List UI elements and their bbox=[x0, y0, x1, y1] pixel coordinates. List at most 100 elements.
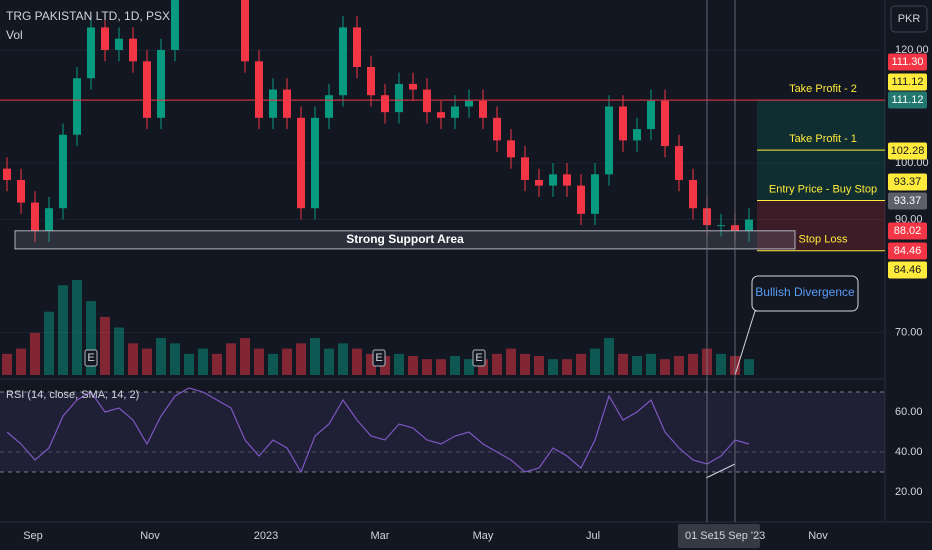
level-label: Take Profit - 1 bbox=[789, 133, 857, 145]
earnings-label: E bbox=[375, 352, 382, 364]
volume-bar bbox=[184, 353, 194, 375]
volume-bar bbox=[240, 338, 250, 375]
candle-body bbox=[325, 95, 333, 118]
candle-body bbox=[423, 89, 431, 113]
rsi-title: RSI (14, close, SMA, 14, 2) bbox=[6, 389, 139, 401]
candle-body bbox=[255, 61, 263, 118]
volume-bar bbox=[534, 356, 544, 375]
volume-bar bbox=[436, 359, 446, 375]
annotation: Bullish Divergence bbox=[755, 285, 855, 299]
candle-body bbox=[479, 100, 487, 118]
x-tick-label: Jul bbox=[586, 530, 600, 542]
candle-body bbox=[395, 83, 403, 113]
price-tag bbox=[888, 242, 927, 260]
support-zone bbox=[14, 230, 796, 250]
price-tag-label: 93.37 bbox=[894, 176, 922, 188]
rsi-tick-label: 40.00 bbox=[895, 446, 923, 458]
candle-body bbox=[101, 27, 109, 51]
volume-bar bbox=[282, 348, 292, 375]
price-tag bbox=[888, 91, 927, 109]
volume-bar bbox=[646, 353, 656, 375]
earnings-marker bbox=[84, 349, 98, 367]
volume-bar bbox=[478, 359, 488, 375]
volume-bar bbox=[72, 280, 82, 375]
candle-body bbox=[297, 117, 305, 209]
volume-bar bbox=[716, 353, 726, 375]
price-tag bbox=[888, 192, 927, 210]
volume-bar bbox=[268, 353, 278, 375]
candle-body bbox=[619, 106, 627, 141]
price-tag bbox=[888, 222, 927, 240]
volume-bar bbox=[408, 356, 418, 375]
plot: 120.00 100.00 90.00 70.00 Strong Support Are… bbox=[0, 0, 929, 522]
volume-bar bbox=[576, 353, 586, 375]
volume-bar bbox=[520, 353, 530, 375]
price-tag-label: 93.37 bbox=[894, 195, 922, 207]
candle-body bbox=[507, 140, 515, 158]
y-tick-label: 70.00 bbox=[895, 326, 923, 338]
volume-bar bbox=[590, 348, 600, 375]
volume-bar bbox=[548, 359, 558, 375]
price-tag bbox=[888, 261, 927, 279]
volume-bar bbox=[30, 332, 40, 375]
candle-body bbox=[521, 157, 529, 180]
price-tag-label: 84.46 bbox=[894, 264, 922, 276]
candle-body bbox=[59, 134, 67, 209]
volume-bar bbox=[170, 343, 180, 375]
symbol-title: TRG PAKISTAN LTD, 1D, PSX bbox=[6, 9, 170, 23]
candle-body bbox=[437, 112, 445, 118]
volume-bar bbox=[86, 301, 96, 375]
candle-body bbox=[549, 174, 557, 186]
price-tag-label: 88.02 bbox=[894, 225, 922, 237]
candle-body bbox=[3, 168, 11, 180]
price-tag bbox=[888, 73, 927, 91]
y-tick-label: 90.00 bbox=[895, 213, 923, 225]
volume-bar bbox=[142, 348, 152, 375]
volume-bar bbox=[296, 343, 306, 375]
candle-body bbox=[577, 185, 585, 214]
price-tag bbox=[888, 173, 927, 191]
x-tick-label: Nov bbox=[808, 530, 828, 542]
crosshair-time: 01 Se bbox=[685, 530, 714, 542]
earnings-label: E bbox=[87, 352, 94, 364]
volume-bar bbox=[2, 353, 12, 375]
candle-body bbox=[367, 66, 375, 96]
callout-box bbox=[751, 275, 859, 312]
candle-body bbox=[157, 50, 165, 118]
candle-body bbox=[745, 219, 753, 231]
volume-bar bbox=[506, 348, 516, 375]
volume-bar bbox=[674, 356, 684, 375]
rsi-tick-label: 60.00 bbox=[895, 406, 923, 418]
candle-body bbox=[493, 117, 501, 141]
x-tick-label: May bbox=[473, 530, 494, 542]
volume-bar bbox=[604, 338, 614, 375]
price-tag-label: 102.28 bbox=[891, 145, 925, 157]
volume-bar bbox=[618, 353, 628, 375]
volume-bar bbox=[632, 356, 642, 375]
level-label: Stop Loss bbox=[799, 234, 848, 246]
volume-bar bbox=[156, 338, 166, 375]
earnings-label: E bbox=[475, 352, 482, 364]
candle-body bbox=[675, 146, 683, 180]
currency-label[interactable]: PKR bbox=[898, 13, 921, 25]
rsi-tick-label: 20.00 bbox=[895, 486, 923, 498]
volume-bar bbox=[324, 348, 334, 375]
candle-body bbox=[465, 100, 473, 107]
volume-bar bbox=[492, 353, 502, 375]
volume-bar bbox=[16, 348, 26, 375]
candle-body bbox=[269, 89, 277, 118]
volume-bar bbox=[212, 353, 222, 375]
level-label: Entry Price - Buy Stop bbox=[769, 183, 877, 195]
price-tag-label: 111.12 bbox=[891, 76, 923, 88]
currency-button[interactable] bbox=[890, 5, 928, 33]
candle-body bbox=[129, 38, 137, 62]
candle-body bbox=[689, 179, 697, 209]
candle-body bbox=[591, 174, 599, 214]
volume-bar bbox=[310, 338, 320, 375]
volume-bar bbox=[114, 327, 124, 375]
volume-bar bbox=[744, 359, 754, 375]
candle-body bbox=[451, 106, 459, 118]
volume-bar bbox=[366, 353, 376, 375]
volume-bar bbox=[100, 316, 110, 375]
candle-body bbox=[339, 27, 347, 96]
